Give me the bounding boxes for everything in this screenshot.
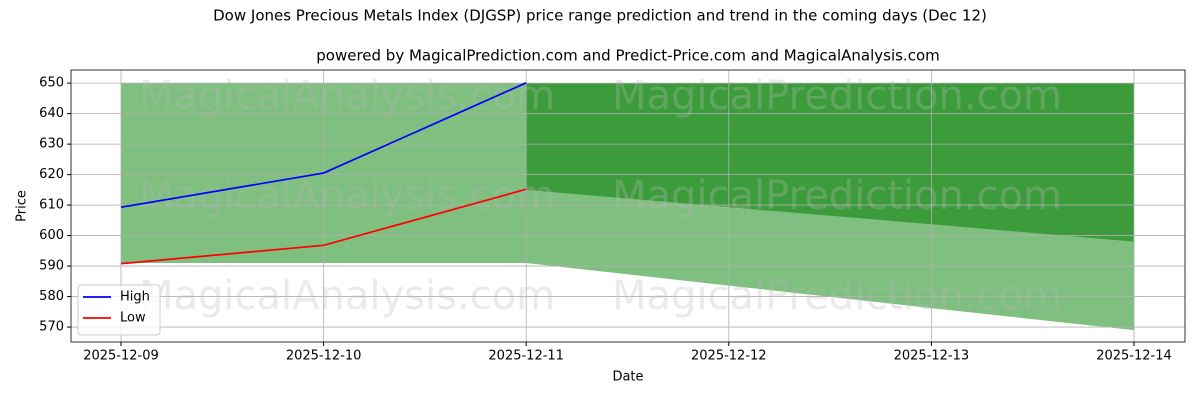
y-tick-label: 590 [39, 259, 64, 274]
y-tick-label: 640 [39, 106, 64, 121]
watermark: MagicalPrediction.com [612, 173, 1062, 219]
y-tick-label: 650 [39, 76, 64, 91]
y-axis-label: Price [15, 190, 30, 222]
watermark: MagicalPrediction.com [612, 73, 1062, 119]
y-tick-label: 630 [39, 137, 64, 152]
line-series [120, 188, 527, 265]
y-tick-label: 610 [39, 198, 64, 213]
legend-label: Low [120, 311, 146, 326]
line-series [120, 82, 527, 209]
watermark: MagicalPrediction.com [612, 273, 1062, 319]
chart-subtitle: powered by MagicalPrediction.com and Pre… [316, 47, 940, 65]
legend: High Low [77, 284, 161, 336]
chart-title: Dow Jones Precious Metals Index (DJGSP) … [213, 7, 987, 25]
watermark: MagicalAnalysis.com [139, 273, 555, 319]
x-tick-label: 2025-12-09 [83, 349, 159, 364]
x-axis-label: Date [612, 370, 643, 385]
y-tick-label: 620 [39, 167, 64, 182]
plot-frame [70, 69, 1186, 343]
y-tick-label: 580 [39, 289, 64, 304]
watermark: MagicalAnalysis.com [139, 173, 555, 219]
range-band [526, 83, 1134, 242]
x-tick-label: 2025-12-13 [894, 349, 970, 364]
x-tick-label: 2025-12-12 [691, 349, 767, 364]
x-tick-label: 2025-12-10 [286, 349, 362, 364]
x-tick-label: 2025-12-14 [1096, 349, 1172, 364]
y-tick-label: 600 [39, 228, 64, 243]
y-tick-label: 570 [39, 320, 64, 335]
watermark: MagicalAnalysis.com [139, 73, 555, 119]
legend-label: High [120, 290, 150, 305]
x-tick-label: 2025-12-11 [488, 349, 564, 364]
